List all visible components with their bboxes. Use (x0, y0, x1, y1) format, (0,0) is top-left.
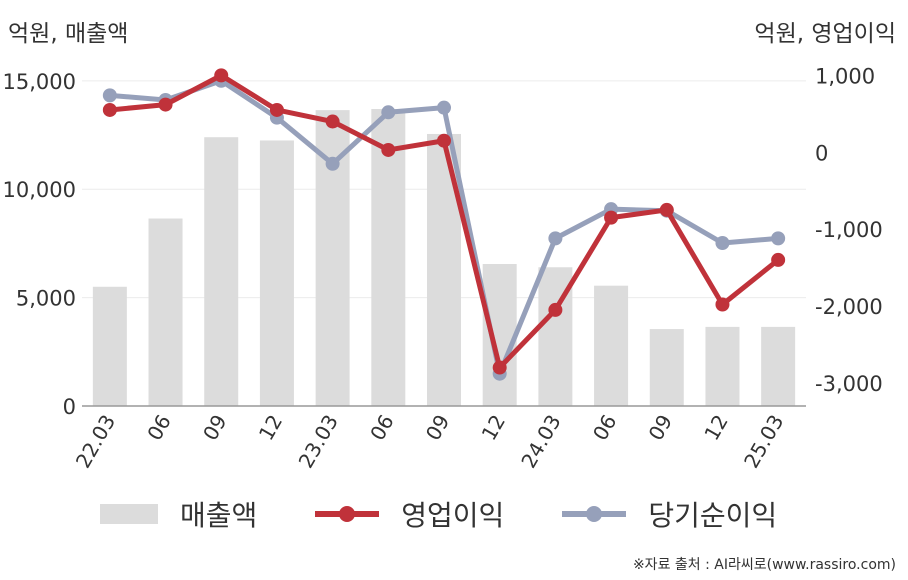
bar (204, 137, 239, 406)
legend-item-operating-profit: 영업이익 (315, 494, 504, 534)
legend-line-swatch-net-income (562, 506, 627, 522)
left-tick-label: 5,000 (16, 287, 76, 311)
data-point (325, 114, 340, 129)
bar (92, 286, 127, 406)
left-axis-unit: 억원, 매출액 (8, 21, 129, 47)
bar (594, 285, 629, 406)
x-tick-label: 12 (477, 411, 511, 445)
bar (482, 264, 517, 406)
x-tick-label: 24.03 (516, 411, 565, 473)
data-point (548, 231, 563, 246)
data-point (548, 302, 563, 317)
combo-chart: 0 5,000 10,000 15,000 -3,000 -2,000 -1,000 0 1,0… (3, 64, 883, 473)
x-tick-label: 06 (365, 411, 399, 445)
data-point (492, 360, 507, 375)
x-tick-label: 23.03 (294, 411, 343, 473)
left-tick-label: 0 (63, 395, 76, 419)
bar (371, 109, 406, 407)
data-point (269, 102, 284, 117)
data-point (715, 235, 730, 250)
right-tick-label: 1,000 (815, 64, 875, 88)
x-tick-label: 06 (142, 411, 176, 445)
data-point (158, 97, 173, 112)
x-tick-label: 22.03 (71, 411, 120, 473)
data-point (381, 142, 396, 157)
right-axis-unit: 억원, 영업이익 (754, 21, 896, 47)
data-point (102, 88, 117, 103)
x-tick-label: 25.03 (739, 411, 788, 473)
legend: 매출액 영업이익 당기순이익 (100, 494, 835, 534)
x-tick-label: 09 (198, 411, 232, 445)
bar (705, 326, 740, 406)
x-tick-label: 09 (644, 411, 678, 445)
data-point (381, 105, 396, 120)
right-tick-label: -1,000 (815, 218, 883, 242)
right-tick-label: 0 (815, 141, 828, 165)
legend-item-net-income: 당기순이익 (562, 494, 777, 534)
data-point (214, 68, 229, 83)
data-point (437, 133, 451, 148)
data-point (102, 102, 117, 117)
x-tick-label: 09 (421, 411, 455, 445)
source-note: ※자료 출처 : AI라씨로(www.rassiro.com) (632, 557, 896, 573)
legend-item-revenue: 매출액 (100, 494, 257, 534)
bar (761, 326, 796, 406)
bar (649, 329, 684, 406)
x-tick-label: 06 (588, 411, 622, 445)
left-tick-label: 10,000 (3, 178, 76, 202)
legend-bar-swatch (100, 504, 158, 524)
data-point (659, 202, 674, 217)
right-tick-label: -2,000 (815, 295, 883, 319)
legend-label-net-income: 당기순이익 (648, 499, 778, 532)
data-point (325, 156, 340, 171)
data-point (437, 100, 451, 115)
data-point (771, 252, 786, 267)
legend-label-revenue: 매출액 (180, 499, 258, 532)
right-tick-label: -3,000 (815, 372, 883, 396)
x-tick-label: 12 (699, 411, 733, 445)
data-point (715, 297, 730, 312)
data-point (771, 231, 786, 246)
bar (259, 140, 294, 407)
legend-line-swatch-operating-profit (315, 506, 380, 522)
x-tick-label: 12 (254, 411, 288, 445)
left-tick-label: 15,000 (3, 70, 76, 94)
data-point (604, 210, 619, 225)
bar (148, 218, 183, 406)
legend-label-operating-profit: 영업이익 (401, 499, 505, 532)
